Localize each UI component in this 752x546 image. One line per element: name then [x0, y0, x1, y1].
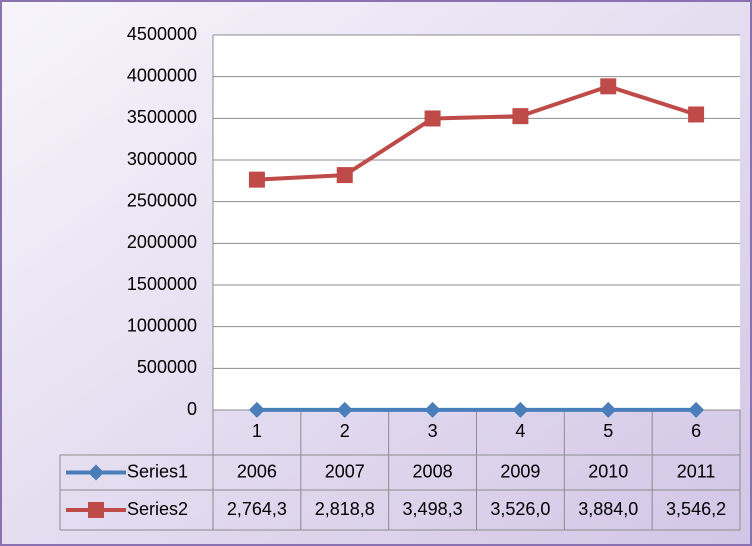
- table-cell: 2010: [588, 461, 628, 481]
- series-line: [256, 84, 697, 182]
- table-cell: 3,546,2: [666, 499, 726, 519]
- marker: [424, 401, 441, 418]
- x-tick-label: 1: [252, 421, 262, 441]
- marker: [248, 171, 265, 188]
- y-tick-label: 4500000: [127, 24, 197, 44]
- marker: [336, 401, 353, 418]
- y-tick-label: 3000000: [127, 149, 197, 169]
- plot-area: [213, 35, 740, 410]
- x-tick-label: 6: [691, 421, 701, 441]
- marker: [424, 110, 441, 127]
- y-tick-label: 4000000: [127, 65, 197, 85]
- legend-label: Series1: [127, 461, 188, 481]
- x-tick-label: 5: [603, 421, 613, 441]
- x-tick-label: 2: [340, 421, 350, 441]
- table-cell: 2008: [413, 461, 453, 481]
- marker: [688, 106, 705, 123]
- table-cell: 2007: [325, 461, 365, 481]
- y-tick-label: 3500000: [127, 107, 197, 127]
- table-cell: 2009: [500, 461, 540, 481]
- marker: [600, 401, 617, 418]
- y-tick-label: 1000000: [127, 315, 197, 335]
- marker: [512, 401, 529, 418]
- x-tick-label: 4: [515, 421, 525, 441]
- table-cell: 3,498,3: [403, 499, 463, 519]
- marker: [512, 108, 529, 125]
- table-cell: 2011: [677, 461, 716, 481]
- y-tick-label: 500000: [137, 357, 197, 377]
- marker: [600, 78, 617, 95]
- table-cell: 2006: [237, 461, 277, 481]
- marker: [688, 401, 705, 418]
- marker: [336, 167, 353, 184]
- y-tick-label: 1500000: [127, 274, 197, 294]
- table-cell: 2,818,8: [315, 499, 375, 519]
- marker: [88, 464, 104, 481]
- y-tick-label: 2000000: [127, 232, 197, 252]
- marker: [248, 401, 265, 418]
- table-cell: 3,884,0: [578, 499, 638, 519]
- y-tick-label: 0: [187, 399, 197, 419]
- x-tick-label: 3: [428, 421, 438, 441]
- table-cell: 3,526,0: [490, 499, 550, 519]
- table-cell: 2,764,3: [227, 499, 287, 519]
- y-tick-label: 2500000: [127, 190, 197, 210]
- marker: [88, 502, 104, 518]
- legend-label: Series2: [127, 499, 188, 519]
